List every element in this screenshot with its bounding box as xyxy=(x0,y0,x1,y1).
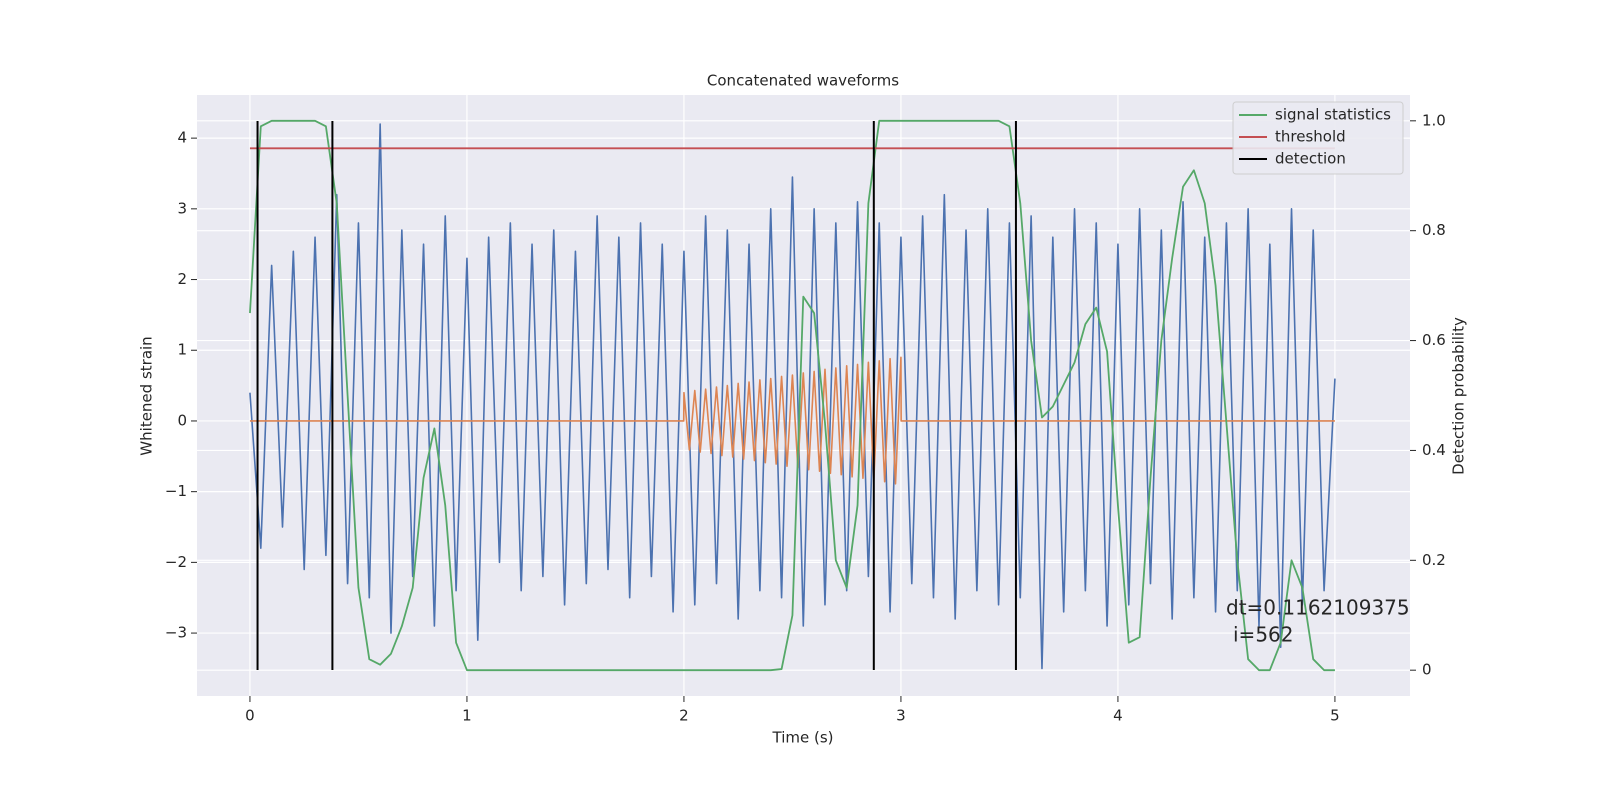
y2-tick-label: 0.8 xyxy=(1422,221,1446,239)
y-tick-label: 3 xyxy=(177,199,187,217)
axes: 0 1 2 3 4 5 −3 −2 −1 0 1 2 3 4 0 0.2 0.4 0.6 0.8 1.0 xyxy=(165,111,1446,725)
chart-title: Concatenated waveforms xyxy=(707,72,899,90)
legend-box xyxy=(1232,101,1404,175)
x-tick-label: 3 xyxy=(896,707,906,725)
y-tick-label: −3 xyxy=(165,624,187,642)
x-axis-label: Time (s) xyxy=(772,729,834,747)
legend: signal statistics threshold detection xyxy=(1232,101,1404,175)
y-axis-label: Whitened strain xyxy=(138,336,156,455)
marks xyxy=(249,119,1336,672)
x-tick-label: 0 xyxy=(245,707,255,725)
y-tick-label: −1 xyxy=(165,482,187,500)
y2-tick-label: 0.2 xyxy=(1422,551,1446,569)
y2-tick-label: 0.6 xyxy=(1422,331,1446,349)
series-line xyxy=(249,123,1336,670)
series-line xyxy=(249,356,1335,485)
y2-tick-label: 0.4 xyxy=(1422,441,1446,459)
y2-axis-label: Detection probability xyxy=(1450,317,1468,475)
legend-label: signal statistics xyxy=(1275,106,1391,124)
x-tick-label: 1 xyxy=(462,707,472,725)
y2-tick-label: 1.0 xyxy=(1422,111,1446,129)
x-tick-label: 5 xyxy=(1330,707,1340,725)
y2-tick-label: 0 xyxy=(1422,661,1432,679)
x-tick-label: 4 xyxy=(1113,707,1123,725)
y-tick-label: 4 xyxy=(177,129,187,147)
legend-label: detection xyxy=(1275,150,1346,168)
series-line xyxy=(249,119,1335,672)
legend-label: threshold xyxy=(1275,128,1346,146)
annotation: i=562 xyxy=(1233,623,1294,647)
x-tick-label: 2 xyxy=(679,707,689,725)
y-tick-label: 1 xyxy=(177,341,187,359)
y-tick-label: −2 xyxy=(165,553,187,571)
y-tick-label: 2 xyxy=(177,270,187,288)
y-tick-label: 0 xyxy=(177,411,187,429)
annotation: dt=0.1162109375 xyxy=(1226,596,1410,620)
